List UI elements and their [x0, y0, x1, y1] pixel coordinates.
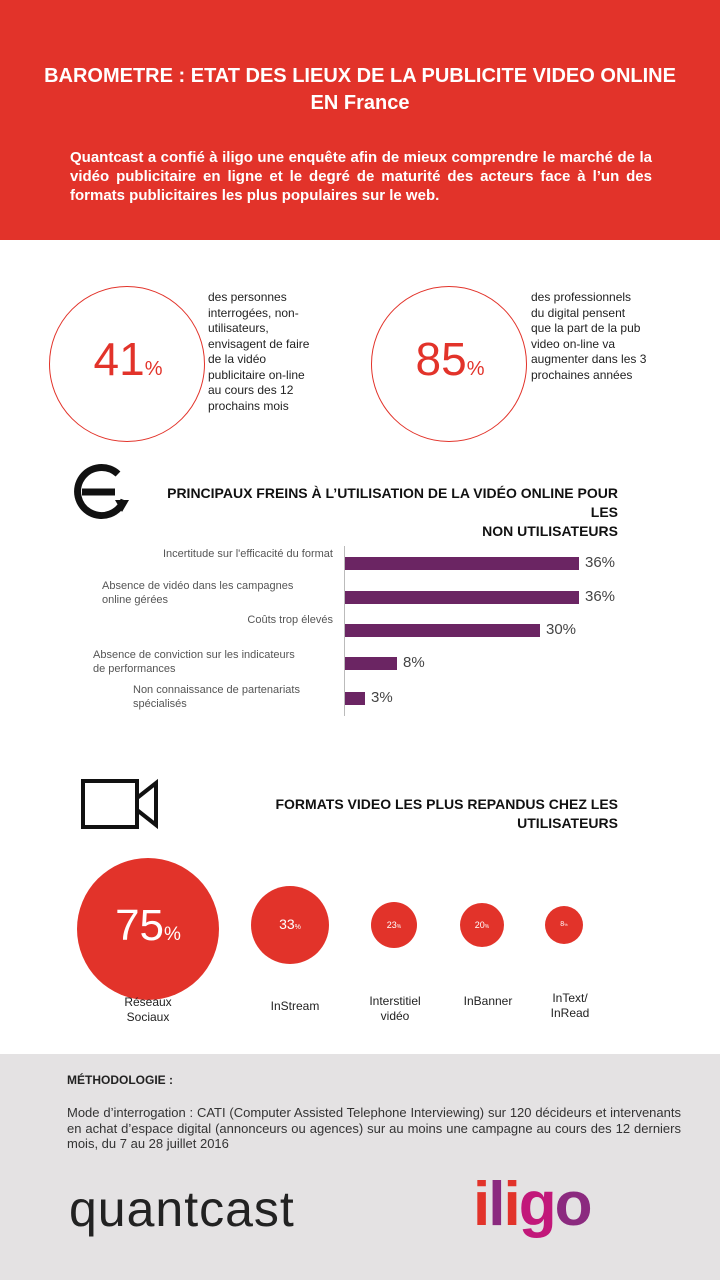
bar-1 — [345, 591, 579, 604]
formats-title: FORMATS VIDEO LES PLUS REPANDUS CHEZ LES… — [275, 796, 618, 831]
header-banner — [0, 0, 720, 240]
bar-2 — [345, 624, 540, 637]
stat-description: des professionnels du digital pensent qu… — [531, 290, 647, 382]
methodology-title: MÉTHODOLOGIE : — [67, 1073, 173, 1087]
chart-axis — [344, 546, 345, 716]
category-label: Non connaissance de partenariats — [133, 684, 300, 696]
quantcast-logo: quantcast — [69, 1181, 295, 1237]
methodology-panel — [0, 1054, 720, 1280]
stat-circle-85: 85% — [371, 286, 527, 442]
format-label: Réseaux Sociaux — [124, 995, 172, 1024]
bar-value-label: 30% — [546, 621, 577, 638]
stat-value: 85% — [415, 333, 485, 385]
stat-value: 41% — [93, 333, 163, 385]
methodology-text: Mode d’interrogation : CATI (Computer As… — [67, 1105, 681, 1151]
page-title: BAROMETRE : ETAT DES LIEUX DE LA PUBLICI… — [0, 63, 720, 117]
intro-text: Quantcast a confié à iligo une enquête a… — [70, 149, 652, 204]
bar-value-label: 36% — [585, 554, 616, 571]
category-label: de performances — [93, 663, 176, 675]
category-label: Coûts trop élevés — [247, 614, 333, 626]
bar-4 — [345, 692, 365, 705]
category-label: online gérées — [102, 594, 169, 606]
format-circle-interstitiel: 23% — [371, 902, 417, 948]
bar-3 — [345, 657, 397, 670]
category-label: Incertitude sur l'efficacité du format — [162, 548, 333, 560]
format-label: InBanner — [463, 994, 513, 1008]
freins-title: PRINCIPAUX FREINS À L’UTILISATION DE LA … — [167, 485, 618, 539]
stat-circle-41: 41% — [49, 286, 205, 442]
iligo-logo: iligo — [473, 1170, 592, 1239]
format-circle-intext: 8% — [545, 906, 583, 944]
format-circle-inbanner: 20% — [460, 903, 504, 947]
bar-0 — [345, 557, 579, 570]
format-label: InText/ InRead — [550, 991, 590, 1020]
format-label: InStream — [270, 999, 320, 1013]
bar-value-label: 8% — [403, 654, 425, 671]
category-label: Absence de vidéo dans les campagnes — [102, 580, 294, 592]
title-line-2: EN France — [310, 92, 410, 114]
title-line-1: BAROMETRE : ETAT DES LIEUX DE LA PUBLICI… — [44, 65, 676, 87]
format-circle-instream: 33% — [251, 886, 329, 964]
stat-description: des personnes interrogées, non- utilisat… — [208, 290, 310, 413]
format-circle-reseaux-sociaux: 75% — [77, 858, 219, 1000]
bar-value-label: 3% — [371, 689, 393, 706]
category-label: Absence de conviction sur les indicateur… — [93, 649, 295, 661]
category-label: spécialisés — [133, 698, 187, 710]
refresh-e-icon — [71, 462, 131, 527]
format-label: Interstitiel vidéo — [369, 994, 421, 1023]
bar-value-label: 36% — [585, 588, 616, 605]
video-camera-icon — [80, 776, 160, 837]
